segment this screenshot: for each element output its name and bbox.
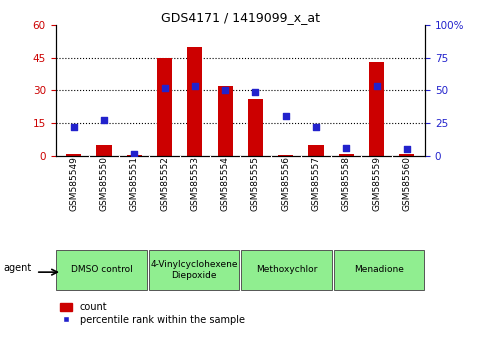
Bar <box>278 155 293 156</box>
Bar <box>187 47 202 156</box>
Point <box>342 145 350 151</box>
Text: GSM585557: GSM585557 <box>312 156 321 211</box>
Point <box>312 124 320 130</box>
Title: GDS4171 / 1419099_x_at: GDS4171 / 1419099_x_at <box>161 11 320 24</box>
Bar <box>334 250 424 290</box>
Bar <box>248 99 263 156</box>
Text: 4-Vinylcyclohexene
Diepoxide: 4-Vinylcyclohexene Diepoxide <box>150 260 238 280</box>
Text: Menadione: Menadione <box>354 266 404 274</box>
Point <box>403 147 411 152</box>
Text: Methoxychlor: Methoxychlor <box>256 266 317 274</box>
Text: GSM585549: GSM585549 <box>69 156 78 211</box>
Text: GSM585550: GSM585550 <box>99 156 109 211</box>
Text: GSM585554: GSM585554 <box>221 156 229 211</box>
Text: GSM585552: GSM585552 <box>160 156 169 211</box>
Text: GSM585553: GSM585553 <box>190 156 199 211</box>
Point <box>282 114 290 119</box>
Point <box>70 124 78 130</box>
Text: GSM585556: GSM585556 <box>281 156 290 211</box>
Text: GSM585559: GSM585559 <box>372 156 381 211</box>
Point <box>191 84 199 89</box>
Text: GSM585558: GSM585558 <box>342 156 351 211</box>
Point <box>130 152 138 157</box>
Legend: count, percentile rank within the sample: count, percentile rank within the sample <box>60 302 245 325</box>
Bar <box>369 62 384 156</box>
Point <box>221 87 229 93</box>
Text: agent: agent <box>3 263 31 273</box>
Point <box>373 84 381 89</box>
Text: GSM585555: GSM585555 <box>251 156 260 211</box>
Bar <box>309 145 324 156</box>
Bar <box>127 155 142 156</box>
Bar <box>66 154 81 156</box>
Text: GSM585551: GSM585551 <box>130 156 139 211</box>
Bar <box>217 86 233 156</box>
Text: DMSO control: DMSO control <box>71 266 133 274</box>
Bar <box>97 145 112 156</box>
Point <box>161 85 169 91</box>
Bar <box>149 250 240 290</box>
Point <box>100 118 108 123</box>
Point <box>252 89 259 95</box>
Bar <box>157 57 172 156</box>
Text: GSM585560: GSM585560 <box>402 156 412 211</box>
Bar <box>57 250 147 290</box>
Bar <box>339 154 354 156</box>
Bar <box>241 250 332 290</box>
Bar <box>399 154 414 156</box>
